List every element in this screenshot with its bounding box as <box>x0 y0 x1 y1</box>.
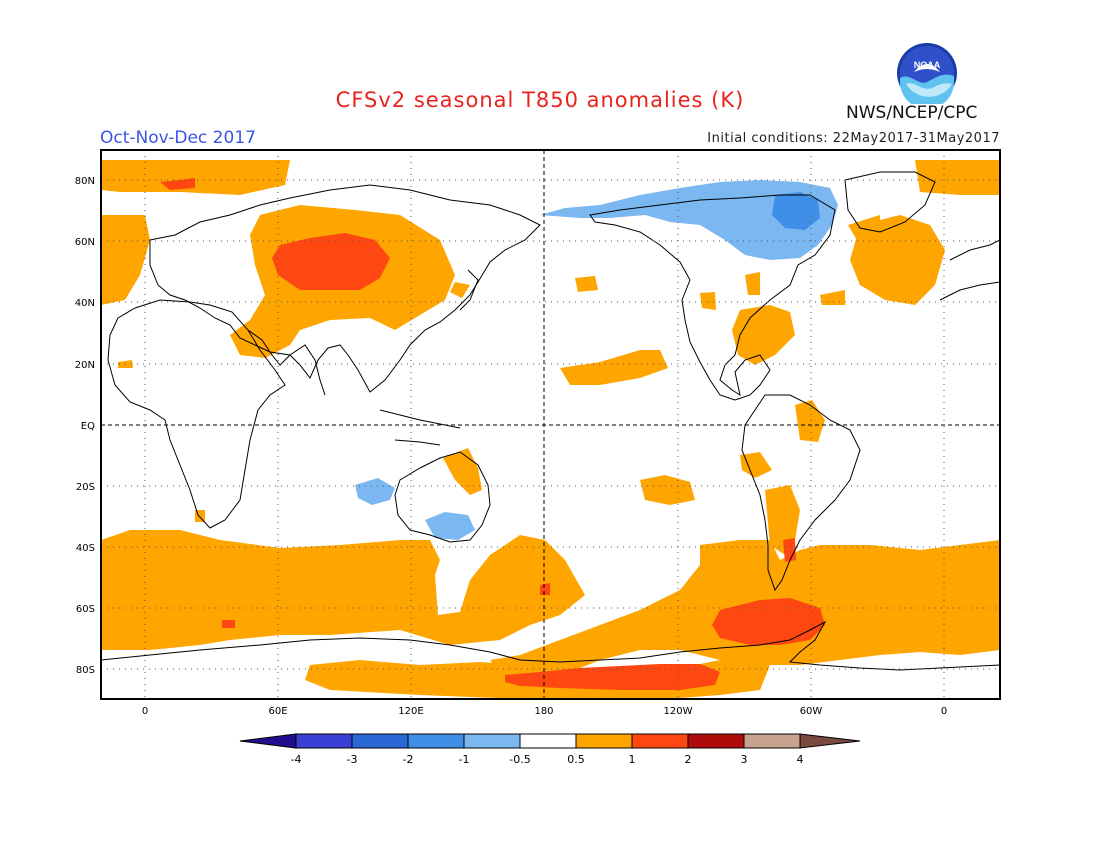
colorbar: -4 -3 -2 -1 -0.5 0.5 1 2 3 4 <box>239 733 861 766</box>
colorbar-label: 3 <box>741 753 748 766</box>
warm-region-rockies <box>700 292 716 310</box>
colorbar-swatch <box>743 733 801 749</box>
warm-region-central-asia <box>450 282 470 298</box>
lat-label: 20N <box>75 360 95 371</box>
lat-label: EQ <box>81 421 95 432</box>
warm-region-great-lakes <box>745 272 760 295</box>
lon-label: 0 <box>941 706 947 717</box>
cool-region-canada-arctic <box>540 180 838 260</box>
lat-label: 40N <box>75 298 95 309</box>
lon-label: 120W <box>664 706 693 717</box>
strong-warm-south-pacific <box>540 583 550 595</box>
warm-region-labrador <box>820 290 845 305</box>
noaa-logo-text: NOAA <box>914 60 941 70</box>
latitude-labels: 80N 60N 40N 20N EQ 20S 40S 60S 80S <box>75 176 95 676</box>
coastline-greenland <box>844 171 936 233</box>
colorbar-label: -3 <box>347 753 358 766</box>
warm-region-europe-west <box>101 215 150 305</box>
map-title-text: CFSv2 seasonal T850 anomalies (K) <box>335 88 745 112</box>
coastlines <box>101 171 1000 671</box>
cool-region-south-australia <box>425 512 475 540</box>
coastline-south-america <box>741 394 861 592</box>
lat-label: 60S <box>76 604 95 615</box>
coastline-europe-west <box>939 239 1000 301</box>
strong-warm-regions <box>160 178 825 690</box>
noaa-logo: NOAA <box>897 43 957 104</box>
colorbar-swatch <box>519 733 577 749</box>
cool-region-canada-core <box>772 192 820 230</box>
lat-label: 80S <box>76 665 95 676</box>
colorbar-high-arrow <box>799 733 861 749</box>
strong-warm-siberia <box>272 233 390 290</box>
map-title: CFSv2 seasonal T850 anomalies (K) <box>0 88 1100 112</box>
lat-label: 80N <box>75 176 95 187</box>
longitude-labels: 0 60E 120E 180 120W 60W 0 <box>142 706 947 717</box>
colorbar-swatch <box>295 733 353 749</box>
colorbar-swatch <box>575 733 633 749</box>
coastline-africa <box>107 299 286 529</box>
lon-label: 60E <box>268 706 287 717</box>
season-label: Oct-Nov-Dec 2017 <box>100 128 256 148</box>
lon-label: 60W <box>800 706 823 717</box>
warm-region-patagonia <box>765 485 800 555</box>
colorbar-label: -2 <box>403 753 414 766</box>
warm-region-mexico-gulf <box>732 305 795 365</box>
strong-warm-ross <box>505 664 720 690</box>
map-field <box>101 150 1000 699</box>
warm-region-north-pacific <box>575 276 598 292</box>
lon-label: 120E <box>398 706 423 717</box>
colorbar-swatch <box>407 733 465 749</box>
coastline-arabia-india <box>247 329 326 396</box>
cool-anomaly-regions <box>355 180 838 540</box>
colorbar-label: 0.5 <box>567 753 585 766</box>
colorbar-labels: -4 -3 -2 -1 -0.5 0.5 1 2 3 4 <box>291 753 804 766</box>
lon-label: 0 <box>142 706 148 717</box>
strong-warm-chile <box>783 538 796 562</box>
strong-warm-arctic <box>160 178 195 190</box>
agency-label: NWS/NCEP/CPC <box>846 103 978 123</box>
coastline-antarctica <box>101 620 1000 671</box>
coastline-europe-asia <box>149 184 541 393</box>
map-frame <box>100 149 1001 700</box>
lat-label: 60N <box>75 237 95 248</box>
coastline-japan <box>459 269 479 311</box>
colorbar-swatch <box>687 733 745 749</box>
warm-region-arctic-east <box>915 160 1000 195</box>
coastline-indonesia <box>379 409 461 446</box>
strong-warm-indian <box>222 620 235 628</box>
coastline-australia <box>394 451 491 543</box>
warm-anomaly-regions <box>101 160 1000 699</box>
lat-label: 40S <box>76 543 95 554</box>
warm-region-south-pacific <box>640 475 695 505</box>
colorbar-label: -4 <box>291 753 302 766</box>
warm-region-southern-ocean <box>101 530 585 650</box>
colorbar-swatch <box>351 733 409 749</box>
warm-region-arctic-west <box>101 160 290 195</box>
colorbar-label: 1 <box>629 753 636 766</box>
warm-region-peru-coast <box>740 452 772 478</box>
colorbar-swatch <box>631 733 689 749</box>
cool-region-west-australia <box>355 478 395 505</box>
colorbar-label: -0.5 <box>509 753 530 766</box>
lat-label: 20S <box>76 482 95 493</box>
initial-conditions-label: Initial conditions: 22May2017-31May2017 <box>707 131 1000 146</box>
warm-region-tropical-pacific <box>560 350 668 385</box>
colorbar-label: -1 <box>459 753 470 766</box>
coastline-north-america <box>589 194 836 401</box>
colorbar-swatch <box>463 733 521 749</box>
equator-dateline <box>101 150 1000 699</box>
strong-warm-drake <box>712 598 825 645</box>
warm-region-australia-north <box>443 448 482 495</box>
colorbar-low-arrow <box>239 733 297 749</box>
colorbar-label: 4 <box>797 753 804 766</box>
lon-label: 180 <box>534 706 553 717</box>
colorbar-label: 2 <box>685 753 692 766</box>
